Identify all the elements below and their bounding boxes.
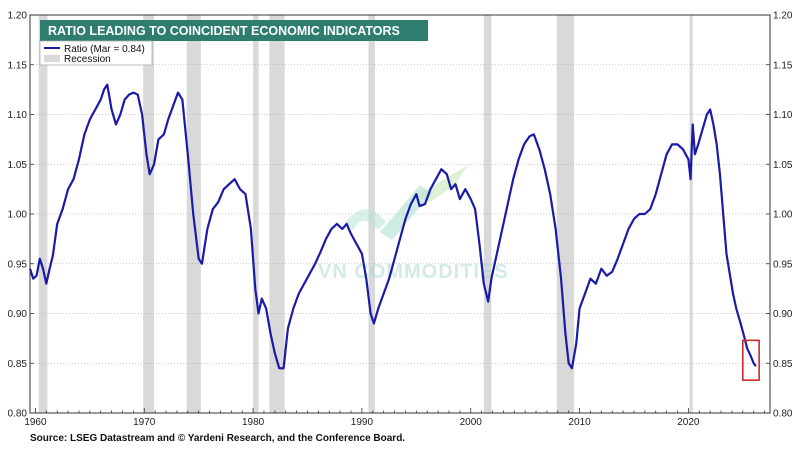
watermark-logo bbox=[345, 209, 386, 230]
y-tick-label-left: 0.95 bbox=[8, 259, 28, 270]
legend-ratio-label: Ratio (Mar = 0.84) bbox=[64, 44, 145, 55]
legend-recession-label: Recession bbox=[64, 54, 111, 65]
y-tick-label-right: 1.00 bbox=[773, 210, 793, 221]
x-tick-label: 1980 bbox=[242, 417, 265, 428]
y-axis-left: 1.20 1.15 1.10 1.05 1.00 0.95 0.90 0.85 0.80 bbox=[8, 11, 34, 420]
y-tick-label-left: 0.85 bbox=[8, 359, 28, 370]
x-tick-label: 1960 bbox=[24, 417, 47, 428]
y-tick-label-right: 0.85 bbox=[773, 359, 793, 370]
recession-band bbox=[556, 15, 575, 413]
legend: Ratio (Mar = 0.84) Recession bbox=[39, 40, 153, 66]
series-layer bbox=[28, 83, 757, 370]
y-tick-label-left: 0.90 bbox=[8, 309, 28, 320]
watermark-logo-stroke bbox=[380, 185, 432, 240]
recession-band bbox=[38, 15, 48, 413]
title-banner: RATIO LEADING TO COINCIDENT ECONOMIC IND… bbox=[40, 20, 428, 41]
x-tick-label: 2010 bbox=[568, 417, 591, 428]
y-tick-label-left: 1.20 bbox=[8, 11, 28, 22]
watermark-logo-leaf bbox=[418, 165, 468, 202]
y-tick-label-right: 1.10 bbox=[773, 110, 793, 121]
watermark-text: VN COMMODITIES bbox=[318, 261, 509, 283]
y-tick-label-right: 1.20 bbox=[773, 11, 793, 22]
y-tick-label-right: 0.80 bbox=[773, 409, 793, 420]
source-note: Source: LSEG Datastream and © Yardeni Re… bbox=[30, 433, 406, 444]
highlight-box bbox=[741, 339, 760, 381]
legend-band-swatch bbox=[44, 55, 60, 62]
series-line-ratio bbox=[28, 83, 757, 370]
chart-title: RATIO LEADING TO COINCIDENT ECONOMIC IND… bbox=[48, 24, 400, 38]
y-tick-label-left: 1.05 bbox=[8, 160, 28, 171]
x-axis: 1960 1970 1980 1990 2000 2010 2020 bbox=[24, 408, 765, 428]
y-tick-label-left: 1.10 bbox=[8, 110, 28, 121]
y-tick-label-left: 1.00 bbox=[8, 210, 28, 221]
y-tick-label-left: 0.80 bbox=[8, 409, 28, 420]
x-tick-label: 2020 bbox=[677, 417, 700, 428]
y-tick-label-right: 0.95 bbox=[773, 259, 793, 270]
y-axis-right: 1.20 1.15 1.10 1.05 1.00 0.95 0.90 0.85 0.80 bbox=[766, 11, 793, 420]
x-tick-label: 2000 bbox=[460, 417, 483, 428]
recession-band bbox=[143, 15, 155, 413]
y-tick-label-right: 1.05 bbox=[773, 160, 793, 171]
recession-band bbox=[483, 15, 492, 413]
y-tick-label-right: 1.15 bbox=[773, 60, 793, 71]
x-tick-label: 1970 bbox=[133, 417, 156, 428]
y-tick-label-left: 1.15 bbox=[8, 60, 28, 71]
recession-band bbox=[689, 15, 693, 413]
title-background bbox=[40, 20, 428, 41]
y-tick-label-right: 0.90 bbox=[773, 309, 793, 320]
x-tick-label: 1990 bbox=[351, 417, 374, 428]
